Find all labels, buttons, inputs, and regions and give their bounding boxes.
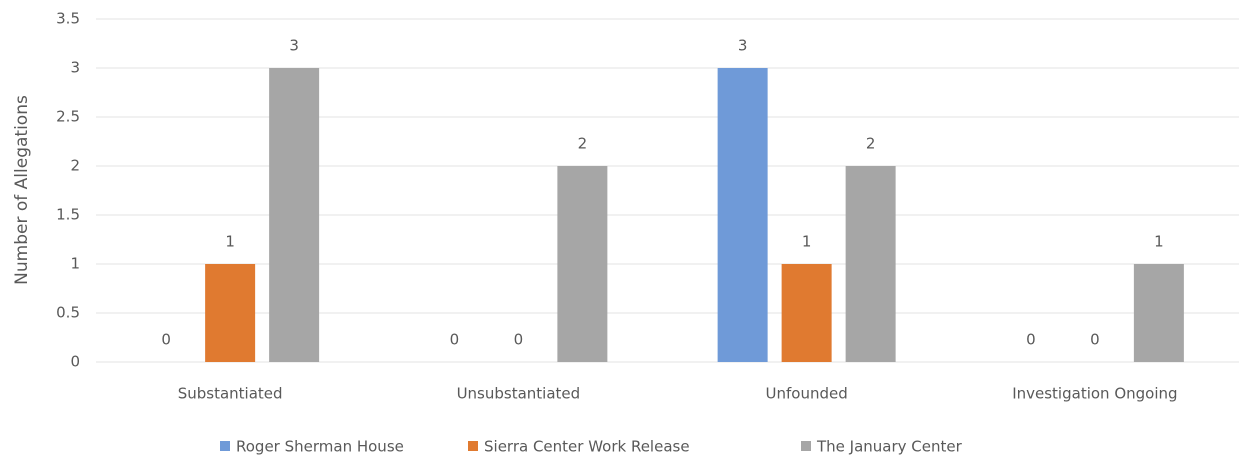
y-axis-label: Number of Allegations — [12, 95, 32, 285]
bar — [845, 166, 896, 362]
bar — [557, 166, 608, 362]
y-tick-label: 1.5 — [56, 206, 80, 224]
y-tick-label: 0 — [70, 353, 80, 371]
legend-label: Sierra Center Work Release — [484, 438, 690, 456]
data-label: 0 — [514, 331, 524, 349]
data-label: 1 — [1154, 233, 1164, 251]
legend-label: The January Center — [816, 438, 963, 456]
legend-label: Roger Sherman House — [236, 438, 404, 456]
bar — [781, 264, 832, 362]
data-label: 1 — [225, 233, 235, 251]
y-tick-label: 1 — [70, 255, 80, 273]
y-tick-label: 0.5 — [56, 304, 80, 322]
legend-swatch — [468, 441, 478, 451]
y-tick-label: 3.5 — [56, 10, 80, 28]
data-label: 2 — [866, 135, 876, 153]
data-label: 3 — [289, 37, 299, 55]
y-tick-label: 2 — [70, 157, 80, 175]
x-tick-label: Unfounded — [766, 385, 848, 403]
y-tick-label: 2.5 — [56, 108, 80, 126]
data-label: 0 — [161, 331, 171, 349]
bar — [1133, 264, 1184, 362]
bar — [205, 264, 256, 362]
x-tick-label: Substantiated — [178, 385, 283, 403]
data-label: 0 — [1090, 331, 1100, 349]
x-tick-label: Unsubstantiated — [457, 385, 581, 403]
legend-swatch — [220, 441, 230, 451]
bar — [269, 68, 320, 362]
y-tick-label: 3 — [70, 59, 80, 77]
data-label: 2 — [578, 135, 588, 153]
data-label: 0 — [1026, 331, 1036, 349]
x-tick-label: Investigation Ongoing — [1012, 385, 1177, 403]
data-label: 3 — [738, 37, 748, 55]
legend-swatch — [801, 441, 811, 451]
data-label: 0 — [450, 331, 460, 349]
data-label: 1 — [802, 233, 812, 251]
bar — [717, 68, 768, 362]
